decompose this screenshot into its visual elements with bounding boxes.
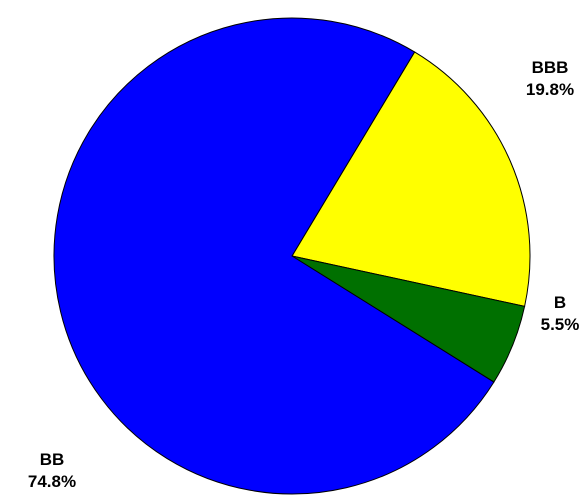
slice-label-b: B — [554, 293, 566, 312]
pie-slices — [53, 17, 531, 495]
slice-label-bb: BB — [40, 450, 65, 469]
slice-percent-b: 5.5% — [541, 315, 580, 334]
pie-slice-bb — [53, 17, 495, 495]
pie-slice-bbb — [291, 51, 531, 307]
slice-label-bbb: BBB — [532, 58, 569, 77]
slice-percent-bbb: 19.8% — [526, 80, 574, 99]
slice-percent-bb: 74.8% — [28, 472, 76, 491]
pie-labels: BBB 19.8% B 5.5% BB 74.8% — [28, 58, 579, 491]
